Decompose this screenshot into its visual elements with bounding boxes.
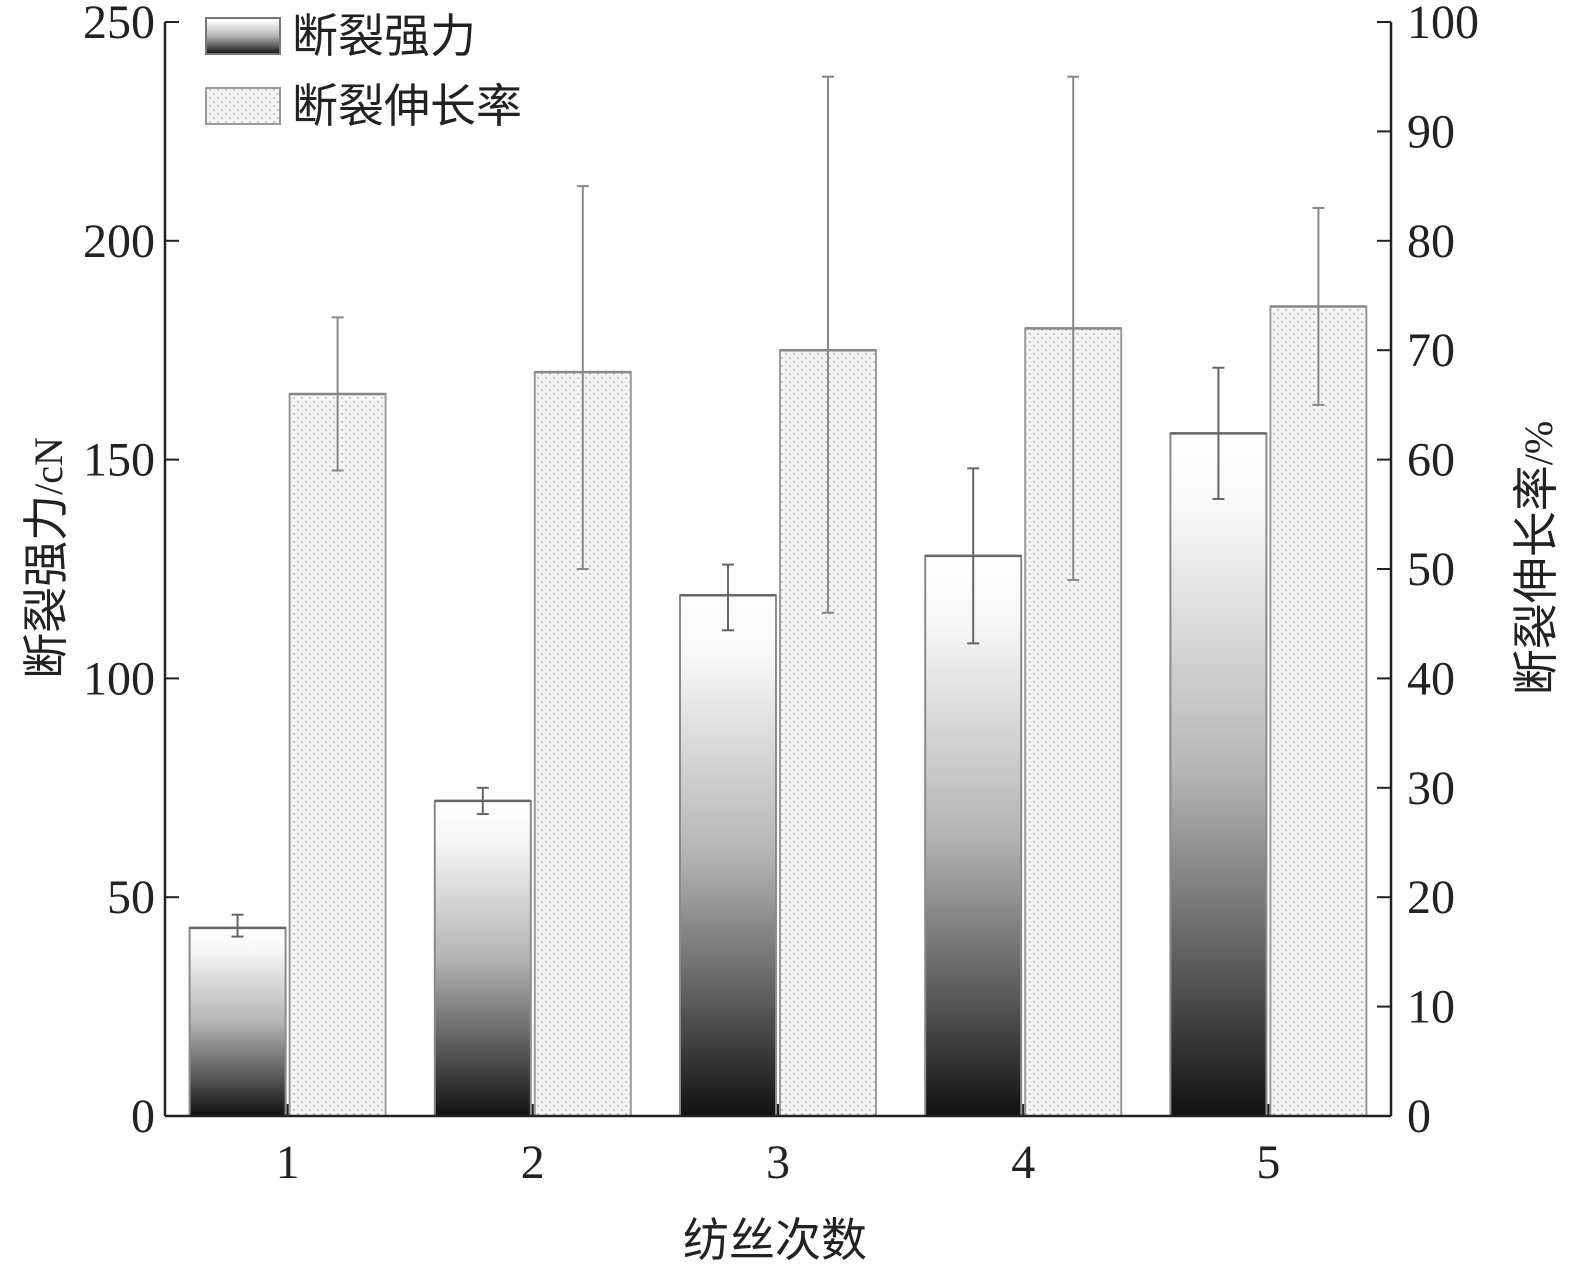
left-tick-label-200: 200 <box>83 215 155 268</box>
right-tick-label-60: 60 <box>1407 434 1455 487</box>
left-axis-unit: /cN <box>26 437 71 495</box>
right-tick-label-80: 80 <box>1407 215 1455 268</box>
legend-label-elongation: 断裂伸长率 <box>292 79 522 133</box>
legend-swatch-elongation <box>205 87 281 125</box>
strength-bar-2 <box>433 799 532 1117</box>
x-tick-label-4: 4 <box>1011 1136 1035 1189</box>
bars-layer <box>188 305 1368 1117</box>
elongation-error-5 <box>1312 206 1325 406</box>
right-tick-label-30: 30 <box>1407 762 1455 815</box>
elongation-bar-1 <box>288 392 387 1117</box>
x-tick-label-5: 5 <box>1256 1136 1280 1189</box>
axes-layer: 1 2 3 4 505010015020025001020304050607080901… <box>83 0 1479 1189</box>
x-tick-label-3: 3 <box>766 1136 790 1189</box>
strength-error-3 <box>722 563 734 632</box>
right-tick-label-20: 20 <box>1407 871 1455 924</box>
right-tick-label-10: 10 <box>1407 981 1455 1034</box>
strength-bar-5 <box>1169 432 1268 1117</box>
legend-item-strength: 断裂强力 <box>205 9 476 63</box>
left-axis-title-text: 断裂强力 <box>19 495 73 679</box>
right-tick-label-100: 100 <box>1407 0 1479 49</box>
strength-error-1 <box>231 913 244 938</box>
x-tick-label-1: 1 <box>276 1136 300 1189</box>
right-tick-label-40: 40 <box>1407 652 1455 705</box>
svg-text:断裂强力/cN: 断裂强力/cN <box>19 437 73 679</box>
left-axis-title: 断裂强力/cN <box>19 437 73 679</box>
strength-bar-1 <box>188 926 287 1117</box>
right-tick-label-0: 0 <box>1407 1090 1431 1143</box>
left-tick-label-50: 50 <box>107 871 155 924</box>
elongation-error-1 <box>331 316 344 472</box>
left-tick-label-250: 250 <box>83 0 155 49</box>
elongation-error-3 <box>822 75 834 614</box>
elongation-bar-5 <box>1269 305 1368 1117</box>
x-tick-label-2: 2 <box>521 1136 545 1189</box>
legend-item-elongation: 断裂伸长率 <box>205 79 522 133</box>
legend-label-strength: 断裂强力 <box>292 9 476 63</box>
right-axis-title-text: 断裂伸长率 <box>1509 465 1563 695</box>
strength-bar-3 <box>679 594 777 1117</box>
right-tick-label-50: 50 <box>1407 543 1455 596</box>
x-axis-title: 纺丝次数 <box>683 1213 867 1267</box>
right-tick-label-90: 90 <box>1407 105 1455 158</box>
left-tick-label-150: 150 <box>83 434 155 487</box>
strength-error-2 <box>476 786 489 816</box>
right-axis-title: 断裂伸长率/% <box>1509 421 1563 695</box>
svg-text:断裂伸长率/%: 断裂伸长率/% <box>1509 421 1563 695</box>
left-tick-label-100: 100 <box>83 652 155 705</box>
strength-error-4 <box>967 467 980 645</box>
legend-swatch-strength <box>205 17 281 55</box>
error-bars-layer <box>231 75 1325 938</box>
left-tick-label-0: 0 <box>131 1090 155 1143</box>
strength-bar-4 <box>924 554 1023 1117</box>
right-axis-unit: /% <box>1516 421 1561 465</box>
strength-error-5 <box>1212 366 1225 500</box>
elongation-error-2 <box>576 185 589 570</box>
elongation-error-4 <box>1067 75 1080 581</box>
right-tick-label-70: 70 <box>1407 324 1455 377</box>
